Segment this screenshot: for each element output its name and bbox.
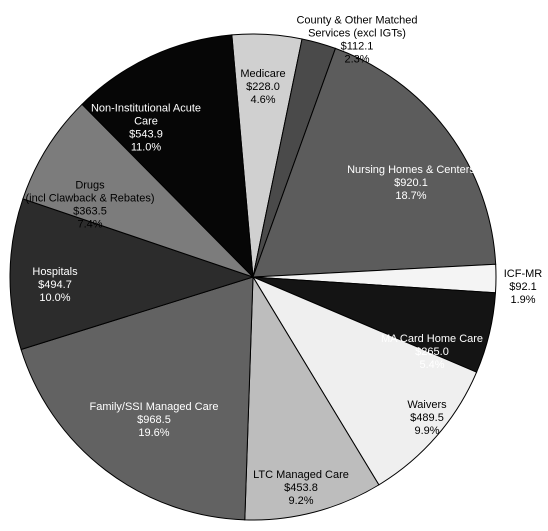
label-line: Non-Institutional Acute [91, 102, 201, 114]
percent-label: 18.7% [395, 190, 426, 202]
slice-label: Drugs (incl Clawback & Rebates) [26, 179, 155, 204]
percent-label: 1.9% [510, 294, 535, 306]
label-line: County & Other Matched [296, 14, 417, 26]
value-label: $453.8 [284, 482, 318, 494]
pie-slice [81, 34, 254, 279]
pie-slice [22, 103, 254, 278]
slice-label: Waivers [407, 399, 447, 411]
percent-label: 5.4% [419, 359, 444, 371]
percent-label: 2.3% [344, 53, 369, 65]
pie-slice [9, 198, 255, 351]
slice-label: Hospitals [32, 266, 78, 278]
percent-label: 4.6% [250, 94, 275, 106]
slice-label: Non-Institutional Acute Care [91, 102, 201, 127]
pie-slice [244, 275, 380, 521]
percent-label: 19.6% [138, 427, 169, 439]
label-line: Care [134, 115, 158, 127]
value-label: $265.0 [415, 346, 449, 358]
value-label: $228.0 [246, 81, 280, 93]
percent-label: 10.0% [39, 292, 70, 304]
slice-label: ICF-MR [504, 268, 543, 280]
percent-label: 11.0% [131, 141, 162, 153]
slice-label: LTC Managed Care [253, 469, 349, 481]
percent-label: 9.9% [414, 425, 439, 437]
slice-label: Family/SSI Managed Care [90, 401, 219, 413]
pie-slice [252, 47, 497, 278]
label-line: (incl Clawback & Rebates) [26, 192, 155, 204]
value-label: $968.5 [137, 414, 171, 426]
value-label: $92.1 [509, 281, 537, 293]
value-label: $494.7 [38, 279, 72, 291]
percent-label: 7.4% [77, 218, 102, 230]
value-label: $543.9 [129, 128, 163, 140]
value-label: $920.1 [394, 177, 428, 189]
value-label: $489.5 [410, 412, 444, 424]
value-label: $112.1 [341, 40, 374, 52]
percent-label: 9.2% [288, 495, 313, 507]
slice-label: MA Card Home Care [381, 333, 483, 345]
label-line: Drugs [75, 179, 105, 191]
pie-slice [20, 276, 254, 521]
slice-label: Medicare [240, 68, 285, 80]
slice-label: Nursing Homes & Centers [347, 164, 475, 176]
pie-slice [251, 275, 478, 486]
label-line: Services (excl IGTs) [308, 27, 406, 39]
value-label: $363.5 [73, 205, 107, 217]
slice-label: County & Other Matched Services (excl IGT… [296, 14, 417, 39]
